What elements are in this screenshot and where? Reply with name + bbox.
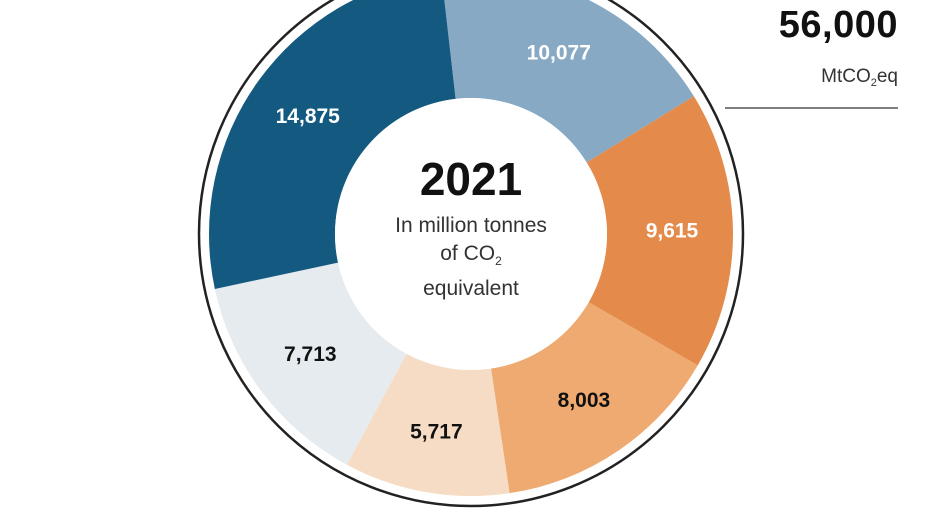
donut-slices: [209, 0, 733, 496]
donut-slice-1: [444, 0, 694, 163]
slice-value-label: 8,003: [558, 389, 611, 412]
slice-value-label: 9,615: [646, 220, 699, 243]
segment-labels: 10,077 9,615 8,003 5,717 7,713 14,875: [276, 42, 699, 444]
outer-ring: [197, 0, 745, 508]
slice-value-label: 7,713: [284, 343, 337, 366]
slice-value-label: 10,077: [527, 42, 591, 65]
total-unit: MtCO2eq: [821, 66, 898, 89]
donut-slice-2: [586, 96, 733, 366]
donut-slice-3: [491, 302, 698, 494]
slice-value-label: 5,717: [410, 420, 463, 443]
donut-slice-4: [346, 353, 510, 496]
donut-hole: [335, 98, 607, 370]
center-description: In million tonnes of CO2 equivalent: [395, 214, 547, 300]
total-value: 56,000: [778, 4, 898, 46]
donut-slice-5: [214, 262, 407, 465]
center-year: 2021: [419, 153, 523, 205]
slice-value-label: 14,875: [276, 105, 341, 128]
donut-slice-6: [209, 0, 456, 290]
